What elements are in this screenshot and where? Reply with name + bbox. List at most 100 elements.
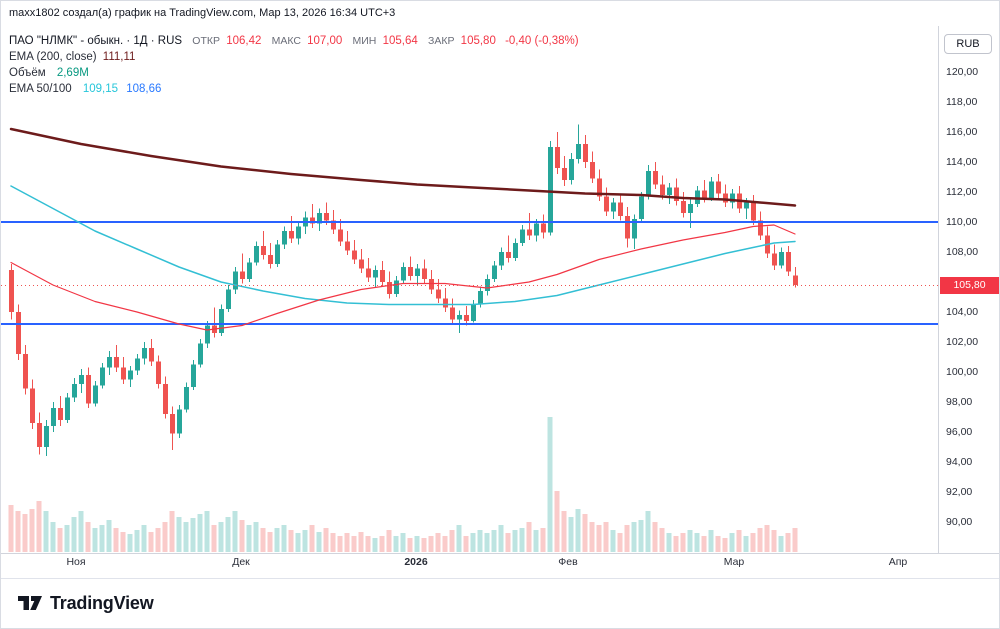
candle-body <box>394 280 399 294</box>
tradingview-logo[interactable]: TradingView <box>17 590 154 616</box>
candle-body <box>758 220 763 236</box>
open-label: ОТКР <box>192 35 220 47</box>
candle-body <box>772 253 777 266</box>
ema200-line <box>9 127 797 207</box>
candle-body <box>751 202 756 221</box>
volume-bar <box>8 505 14 552</box>
candle-body <box>324 213 329 221</box>
candle-body <box>450 307 455 320</box>
volume-bar <box>323 528 329 552</box>
candle-body <box>520 229 525 243</box>
candle-body <box>128 370 133 380</box>
candle-body <box>268 255 273 264</box>
price-axis-label: 100,00 <box>946 366 979 378</box>
volume-bar <box>393 536 399 552</box>
volume-bar <box>736 530 742 552</box>
candle-body <box>261 246 266 255</box>
price-axis-label: 120,00 <box>946 66 979 78</box>
volume-bar <box>64 525 70 552</box>
volume-bar <box>351 536 357 552</box>
candle-body <box>205 325 210 344</box>
ema200-legend-row: EMA (200, close) 111,11 <box>9 50 579 65</box>
volume-bar <box>267 532 273 552</box>
volume-bar <box>281 525 287 552</box>
volume-bar <box>456 525 462 552</box>
candle-body <box>688 204 693 213</box>
candle-body <box>44 426 49 447</box>
volume-bar <box>169 511 175 552</box>
candle-body <box>709 181 714 198</box>
chart-legend: ПАО "НЛМК" - обыкн. · 1Д · RUS ОТКР 106,… <box>9 34 579 98</box>
volume-bar <box>407 538 413 552</box>
brand-name: TradingView <box>50 592 154 613</box>
volume-bar <box>141 525 147 552</box>
candle-body <box>177 409 182 434</box>
candle-body <box>422 268 427 279</box>
volume-bar <box>757 528 763 552</box>
month-label: Фев <box>558 556 578 568</box>
change-value: -0,40 (-0,38%) <box>505 35 579 47</box>
volume-bar <box>92 528 98 552</box>
volume-bar <box>575 509 581 552</box>
high-value: 107,00 <box>307 35 343 47</box>
candle-body <box>317 213 322 224</box>
candle-body <box>72 384 77 398</box>
candle-body <box>653 171 658 185</box>
volume-bar <box>337 536 343 552</box>
volume-bar <box>225 517 231 552</box>
candle-body <box>282 231 287 245</box>
volume-bar <box>372 538 378 552</box>
volume-bar <box>232 511 238 552</box>
volume-bar <box>596 525 602 552</box>
volume-bar <box>358 532 364 552</box>
candle-body <box>779 252 784 266</box>
volume-bar <box>645 511 651 552</box>
candle-body <box>163 384 168 414</box>
volume-bar <box>176 517 182 552</box>
volume-label[interactable]: Объём <box>9 67 46 79</box>
candle-body <box>730 193 735 203</box>
volume-bar <box>673 536 679 552</box>
volume-bar <box>638 520 644 552</box>
volume-bar <box>729 533 735 552</box>
candle-body <box>408 267 413 276</box>
candle-body <box>702 190 707 198</box>
volume-bar <box>743 536 749 552</box>
month-label: Мар <box>723 556 745 568</box>
candle-body <box>457 315 462 320</box>
candle-body <box>576 144 581 159</box>
candle-body <box>534 223 539 236</box>
volume-bar <box>260 528 266 552</box>
volume-bar <box>330 533 336 552</box>
volume-bar <box>365 536 371 552</box>
candle-body <box>436 289 441 299</box>
candle-body <box>30 388 35 423</box>
price-chart-svg[interactable] <box>1 26 938 554</box>
volume-bar <box>211 525 217 552</box>
candle-body <box>506 252 511 258</box>
candle-body <box>723 193 728 203</box>
volume-bar <box>127 534 133 552</box>
volume-bar <box>85 522 91 552</box>
currency-button[interactable]: RUB <box>944 34 992 54</box>
volume-bar <box>680 533 686 552</box>
candle-body <box>191 364 196 387</box>
volume-bar <box>190 518 196 552</box>
candle-body <box>114 357 119 368</box>
month-label: Дек <box>232 556 250 568</box>
volume-bar <box>239 520 245 552</box>
volume-bar <box>414 536 420 552</box>
volume-bar <box>582 514 588 552</box>
symbol-title[interactable]: ПАО "НЛМК" - обыкн. · 1Д · RUS <box>9 35 183 47</box>
volume-bar <box>71 517 77 552</box>
price-axis[interactable]: RUB 105,80 120,00 118,00 116,00 114,00 112,0… <box>938 26 999 553</box>
candle-body <box>289 231 294 239</box>
ema200-label[interactable]: EMA (200, close) <box>9 51 97 63</box>
candle-body <box>142 348 147 359</box>
volume-value: 2,69М <box>56 67 89 79</box>
volume-bar <box>610 530 616 552</box>
candle-body <box>667 187 672 195</box>
time-axis[interactable]: Ноя Дек 2026 Фев Мар Апр <box>1 556 938 572</box>
ema50100-label[interactable]: EMA 50/100 <box>9 83 72 95</box>
volume-bar <box>778 536 784 552</box>
